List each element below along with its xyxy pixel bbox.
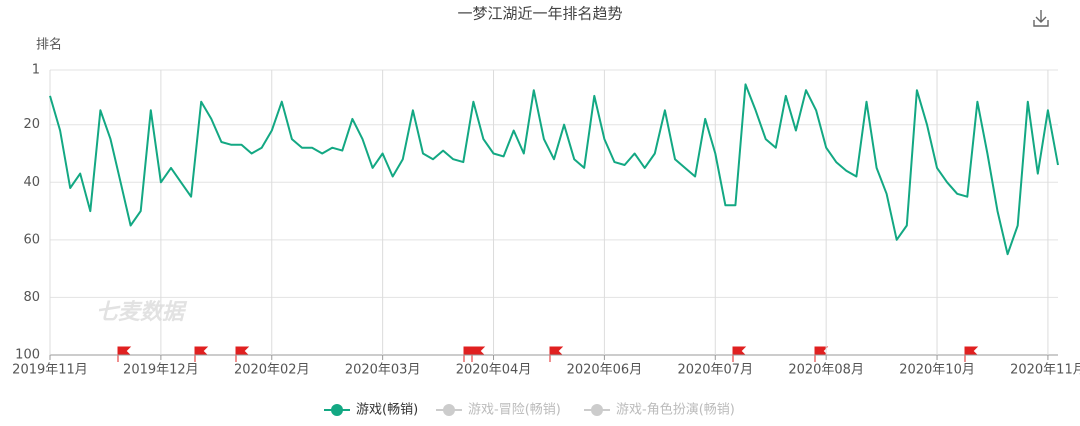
legend-marker[interactable] [443, 404, 455, 416]
legend-item[interactable]: 游戏(畅销) [324, 403, 418, 418]
legend-label[interactable]: 游戏-角色扮演(畅销) [616, 402, 735, 418]
y-tick-label: 20 [23, 117, 40, 132]
x-tick-label: 2020年07月 [677, 363, 753, 378]
y-tick-label: 40 [23, 175, 40, 190]
series-line [49, 83, 1059, 256]
legend-item[interactable]: 游戏-冒险(畅销) [436, 403, 561, 418]
x-tick-label: 2020年03月 [345, 363, 421, 378]
watermark: 七麦数据 [96, 300, 188, 325]
download-icon[interactable] [1033, 10, 1049, 27]
legend-marker[interactable] [591, 404, 603, 416]
legend-label[interactable]: 游戏(畅销) [356, 403, 418, 418]
x-tick-label: 2020年06月 [567, 363, 643, 378]
x-tick-label: 2020年11月 [1010, 363, 1080, 378]
x-tick-label: 2020年04月 [456, 363, 532, 378]
legend-item[interactable]: 游戏-角色扮演(畅销) [584, 402, 735, 418]
x-tick-label: 2019年11月 [12, 363, 88, 378]
y-tick-label: 100 [15, 348, 40, 363]
y-tick-label: 1 [32, 63, 40, 78]
legend-label[interactable]: 游戏-冒险(畅销) [468, 403, 561, 418]
x-tick-label: 2019年12月 [123, 363, 199, 378]
legend-marker[interactable] [331, 404, 343, 416]
y-tick-label: 60 [23, 232, 40, 247]
y-tick-label: 80 [23, 290, 40, 305]
y-axis-label: 排名 [36, 37, 62, 53]
x-tick-label: 2020年10月 [899, 363, 975, 378]
x-tick-label: 2020年08月 [788, 363, 864, 378]
chart-title: 一梦江湖近一年排名趋势 [457, 5, 622, 23]
download-glyph[interactable] [1033, 10, 1049, 27]
x-tick-label: 2020年02月 [234, 363, 310, 378]
